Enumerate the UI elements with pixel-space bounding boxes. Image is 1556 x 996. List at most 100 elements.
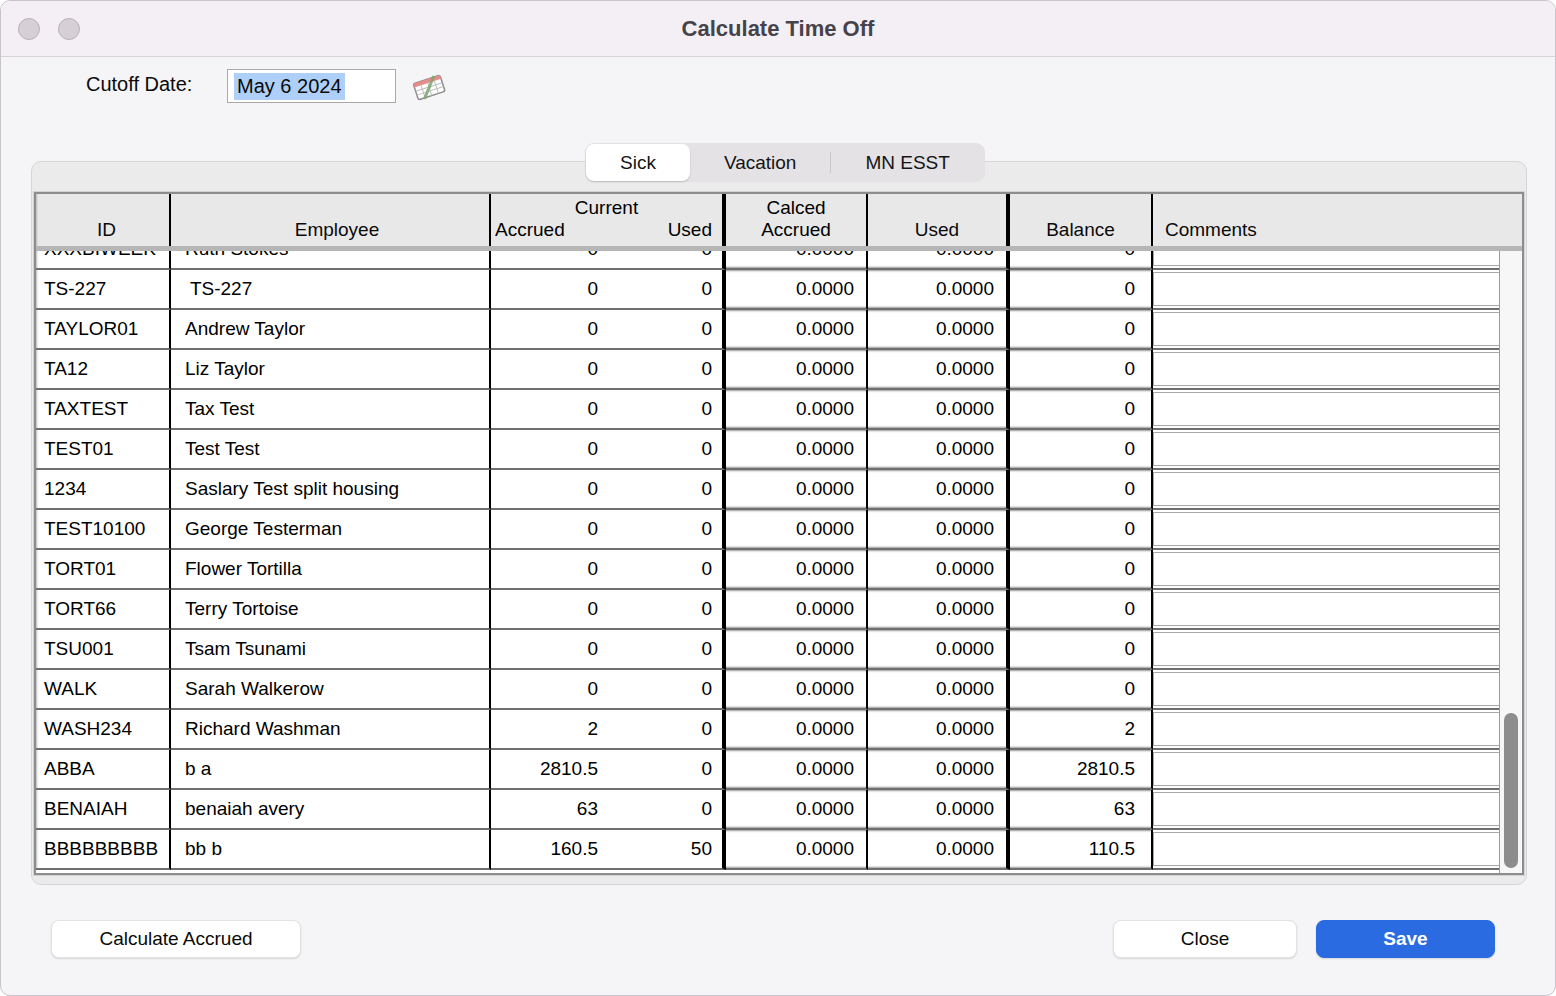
cell-employee[interactable]: Terry Tortoise — [171, 590, 491, 630]
cell-accrued[interactable]: 0 — [491, 670, 608, 710]
cell-employee[interactable]: Richard Washman — [171, 710, 491, 750]
cell-used[interactable]: 0 — [608, 470, 726, 510]
cell-id[interactable]: TORT01 — [36, 550, 171, 590]
cell-calc-accrued[interactable]: 0.0000 — [726, 550, 868, 590]
cell-id[interactable]: TEST01 — [36, 430, 171, 470]
cell-comments[interactable] — [1153, 270, 1522, 310]
cell-balance[interactable]: 0 — [1010, 470, 1153, 510]
comment-field[interactable] — [1153, 312, 1519, 346]
cell-employee[interactable]: Flower Tortilla — [171, 550, 491, 590]
comment-field[interactable] — [1153, 512, 1519, 546]
cell-id[interactable]: TA12 — [36, 350, 171, 390]
cell-calc-used[interactable]: 0.0000 — [868, 510, 1010, 550]
comment-field[interactable] — [1153, 552, 1519, 586]
cell-calc-accrued[interactable]: 0.0000 — [726, 510, 868, 550]
comment-field[interactable] — [1153, 432, 1519, 466]
cell-id[interactable]: WALK — [36, 670, 171, 710]
cell-calc-used[interactable]: 0.0000 — [868, 470, 1010, 510]
tab-mn-esst[interactable]: MN ESST — [831, 144, 983, 181]
cell-employee[interactable]: George Testerman — [171, 510, 491, 550]
cell-employee[interactable]: Test Test — [171, 430, 491, 470]
save-button[interactable]: Save — [1316, 920, 1495, 958]
cell-accrued[interactable]: 0 — [491, 470, 608, 510]
cell-used[interactable]: 0 — [608, 270, 726, 310]
cell-used[interactable]: 0 — [608, 670, 726, 710]
cell-employee[interactable]: Saslary Test split housing — [171, 470, 491, 510]
cutoff-date-input[interactable]: May 6 2024 — [227, 69, 396, 103]
cell-comments[interactable] — [1153, 390, 1522, 430]
cell-used[interactable]: 0 — [608, 550, 726, 590]
cell-used[interactable]: 0 — [608, 790, 726, 830]
cell-calc-accrued[interactable]: 0.0000 — [726, 470, 868, 510]
cell-accrued[interactable]: 0 — [491, 510, 608, 550]
comment-field[interactable] — [1153, 392, 1519, 426]
comment-field[interactable] — [1153, 752, 1519, 786]
cell-used[interactable]: 0 — [608, 430, 726, 470]
cell-calc-used[interactable]: 0.0000 — [868, 750, 1010, 790]
comment-field[interactable] — [1153, 272, 1519, 306]
cell-calc-accrued[interactable]: 0.0000 — [726, 590, 868, 630]
cell-id[interactable]: BENAIAH — [36, 790, 171, 830]
tab-sick[interactable]: Sick — [586, 144, 690, 181]
cell-comments[interactable] — [1153, 430, 1522, 470]
cell-calc-accrued[interactable]: 0.0000 — [726, 251, 868, 270]
vertical-scrollbar-thumb[interactable] — [1504, 713, 1518, 868]
cell-used[interactable]: 0 — [608, 310, 726, 350]
close-button[interactable]: Close — [1113, 920, 1297, 958]
cell-accrued[interactable]: 0 — [491, 430, 608, 470]
cell-comments[interactable] — [1153, 251, 1522, 270]
cell-calc-used[interactable]: 0.0000 — [868, 270, 1010, 310]
cell-calc-used[interactable]: 0.0000 — [868, 310, 1010, 350]
cell-accrued[interactable]: 2810.5 — [491, 750, 608, 790]
comment-field[interactable] — [1153, 712, 1519, 746]
cell-calc-used[interactable]: 0.0000 — [868, 830, 1010, 870]
cell-employee[interactable]: bb b — [171, 830, 491, 870]
cell-id[interactable]: TAXTEST — [36, 390, 171, 430]
cell-calc-used[interactable]: 0.0000 — [868, 670, 1010, 710]
cell-employee[interactable]: TS-227 — [171, 270, 491, 310]
cell-id[interactable]: BBBBBBBBB — [36, 830, 171, 870]
cell-calc-used[interactable]: 0.0000 — [868, 630, 1010, 670]
cell-balance[interactable]: 0 — [1010, 550, 1153, 590]
cell-calc-used[interactable]: 0.0000 — [868, 790, 1010, 830]
cell-balance[interactable]: 0 — [1010, 430, 1153, 470]
cell-id[interactable]: WASH234 — [36, 710, 171, 750]
cell-employee[interactable]: Ruth Stokes — [171, 251, 491, 270]
cell-employee[interactable]: benaiah avery — [171, 790, 491, 830]
cell-calc-used[interactable]: 0.0000 — [868, 550, 1010, 590]
cell-calc-used[interactable]: 0.0000 — [868, 390, 1010, 430]
cell-comments[interactable] — [1153, 590, 1522, 630]
cell-accrued[interactable]: 63 — [491, 790, 608, 830]
cell-used[interactable]: 0 — [608, 350, 726, 390]
cell-calc-used[interactable]: 0.0000 — [868, 350, 1010, 390]
cell-employee[interactable]: Andrew Taylor — [171, 310, 491, 350]
cell-calc-accrued[interactable]: 0.0000 — [726, 270, 868, 310]
cell-calc-accrued[interactable]: 0.0000 — [726, 670, 868, 710]
cell-balance[interactable]: 0 — [1010, 310, 1153, 350]
cell-comments[interactable] — [1153, 310, 1522, 350]
cell-balance[interactable]: 0 — [1010, 510, 1153, 550]
cell-used[interactable]: 0 — [608, 590, 726, 630]
cell-calc-accrued[interactable]: 0.0000 — [726, 750, 868, 790]
cell-balance[interactable]: 0 — [1010, 251, 1153, 270]
cell-used[interactable]: 0 — [608, 710, 726, 750]
cell-used[interactable]: 0 — [608, 750, 726, 790]
cell-balance[interactable]: 0 — [1010, 270, 1153, 310]
cell-balance[interactable]: 0 — [1010, 670, 1153, 710]
cell-balance[interactable]: 110.5 — [1010, 830, 1153, 870]
cell-balance[interactable]: 2810.5 — [1010, 750, 1153, 790]
tab-vacation[interactable]: Vacation — [690, 144, 831, 181]
cell-employee[interactable]: Sarah Walkerow — [171, 670, 491, 710]
cell-employee[interactable]: Tax Test — [171, 390, 491, 430]
cell-used[interactable]: 0 — [608, 510, 726, 550]
cell-balance[interactable]: 0 — [1010, 630, 1153, 670]
comment-field[interactable] — [1153, 592, 1519, 626]
cell-used[interactable]: 0 — [608, 251, 726, 270]
cell-accrued[interactable]: 0 — [491, 310, 608, 350]
comment-field[interactable] — [1153, 632, 1519, 666]
cell-comments[interactable] — [1153, 550, 1522, 590]
comment-field[interactable] — [1153, 472, 1519, 506]
cell-id[interactable]: TS-227 — [36, 270, 171, 310]
cell-id[interactable]: 1234 — [36, 470, 171, 510]
cell-calc-accrued[interactable]: 0.0000 — [726, 350, 868, 390]
